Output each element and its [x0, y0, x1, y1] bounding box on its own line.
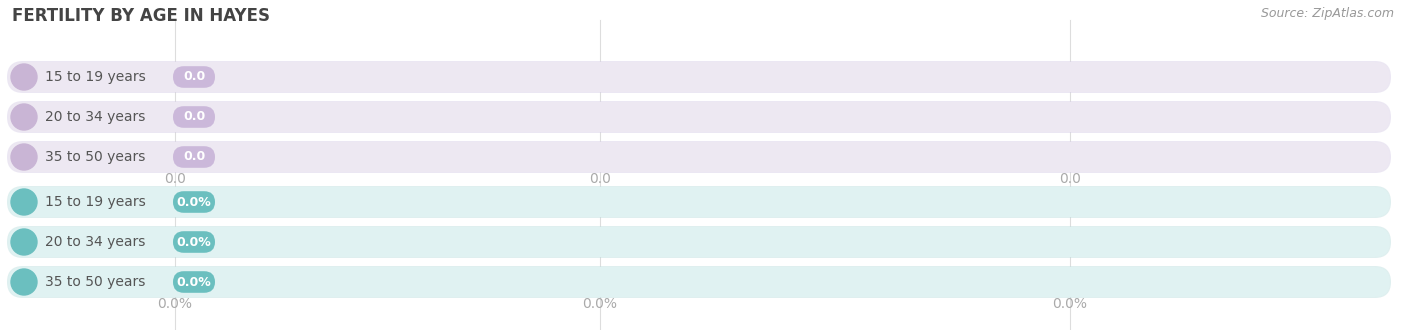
Text: 0.0: 0.0 — [183, 150, 205, 163]
Text: 0.0: 0.0 — [183, 111, 205, 123]
Text: 0.0: 0.0 — [183, 71, 205, 83]
FancyBboxPatch shape — [8, 187, 1391, 217]
FancyBboxPatch shape — [173, 66, 215, 88]
Text: 35 to 50 years: 35 to 50 years — [45, 275, 145, 289]
Text: Source: ZipAtlas.com: Source: ZipAtlas.com — [1261, 7, 1393, 20]
FancyBboxPatch shape — [7, 141, 1391, 173]
Text: 0.0%: 0.0% — [157, 297, 193, 311]
FancyBboxPatch shape — [173, 271, 215, 293]
FancyBboxPatch shape — [173, 146, 215, 168]
Text: 0.0: 0.0 — [589, 172, 612, 186]
FancyBboxPatch shape — [7, 266, 1391, 298]
Circle shape — [11, 269, 37, 295]
FancyBboxPatch shape — [8, 102, 1391, 132]
FancyBboxPatch shape — [173, 231, 215, 253]
FancyBboxPatch shape — [7, 186, 1391, 218]
FancyBboxPatch shape — [8, 62, 1391, 92]
Circle shape — [11, 64, 37, 90]
Text: 35 to 50 years: 35 to 50 years — [45, 150, 145, 164]
FancyBboxPatch shape — [7, 61, 1391, 93]
FancyBboxPatch shape — [7, 226, 1391, 258]
Text: 0.0: 0.0 — [165, 172, 186, 186]
Text: 15 to 19 years: 15 to 19 years — [45, 70, 146, 84]
FancyBboxPatch shape — [8, 227, 1391, 257]
FancyBboxPatch shape — [173, 191, 215, 213]
Text: 0.0%: 0.0% — [1053, 297, 1087, 311]
FancyBboxPatch shape — [173, 106, 215, 128]
Text: 15 to 19 years: 15 to 19 years — [45, 195, 146, 209]
Circle shape — [11, 104, 37, 130]
Text: 20 to 34 years: 20 to 34 years — [45, 110, 145, 124]
Circle shape — [11, 229, 37, 255]
Text: FERTILITY BY AGE IN HAYES: FERTILITY BY AGE IN HAYES — [13, 7, 270, 25]
Circle shape — [11, 189, 37, 215]
Text: 0.0%: 0.0% — [177, 236, 211, 248]
FancyBboxPatch shape — [8, 267, 1391, 297]
Text: 0.0%: 0.0% — [177, 276, 211, 288]
Text: 0.0: 0.0 — [1059, 172, 1081, 186]
Text: 0.0%: 0.0% — [177, 195, 211, 209]
Text: 20 to 34 years: 20 to 34 years — [45, 235, 145, 249]
FancyBboxPatch shape — [8, 142, 1391, 172]
FancyBboxPatch shape — [7, 101, 1391, 133]
Text: 0.0%: 0.0% — [582, 297, 617, 311]
Circle shape — [11, 144, 37, 170]
